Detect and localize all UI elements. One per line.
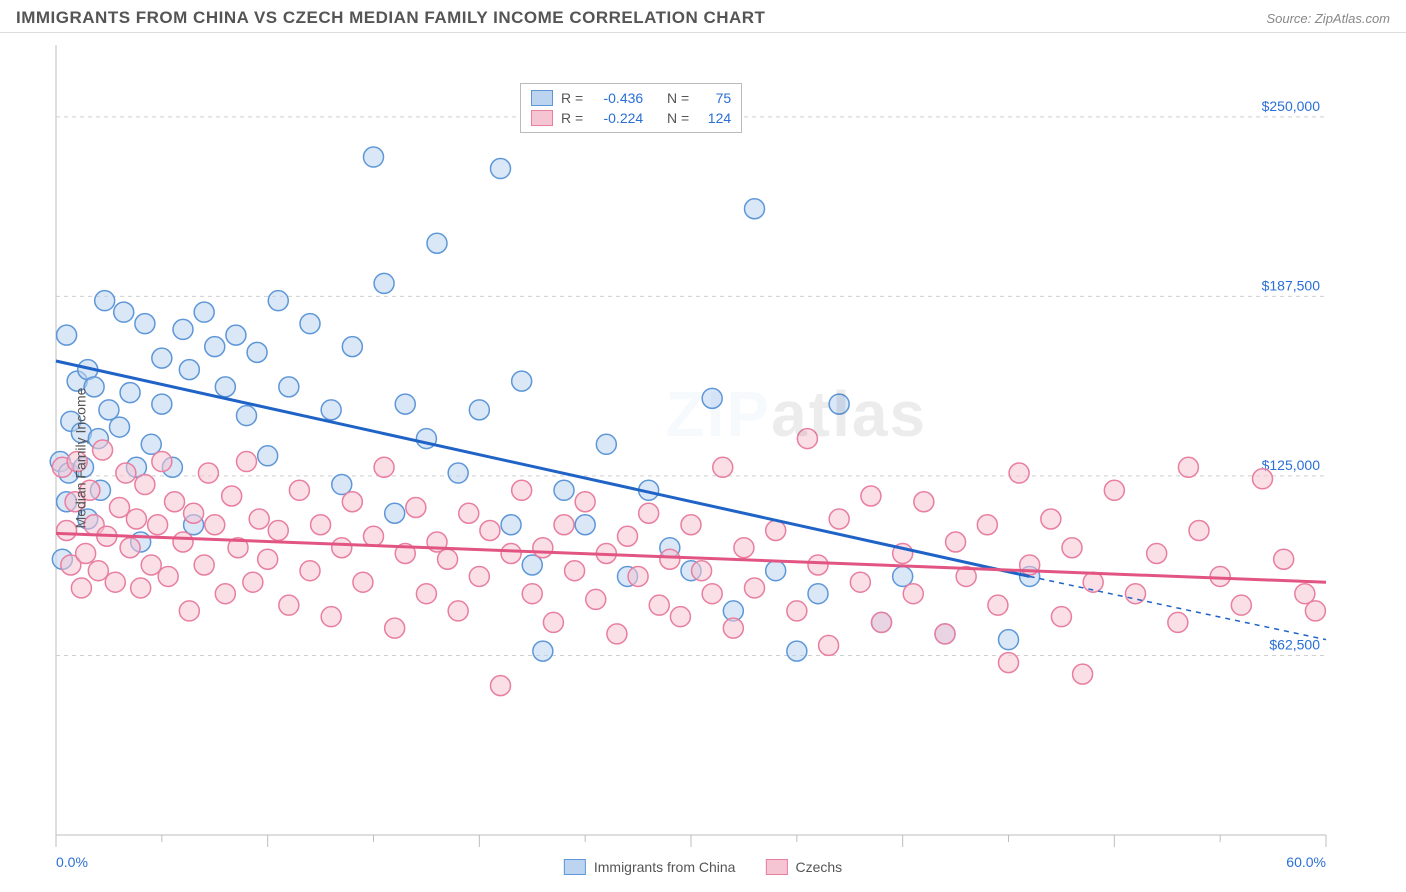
n-value: 124	[697, 110, 731, 126]
legend-label: Immigrants from China	[594, 859, 736, 875]
scatter-chart: $62,500 $125,000 $187,500 $250,000 0.0% 60.0%	[0, 33, 1406, 883]
series-legend-item: Immigrants from China	[564, 859, 736, 875]
legend-swatch	[531, 110, 553, 126]
chart-source: Source: ZipAtlas.com	[1266, 11, 1390, 26]
correlation-legend: R = -0.436 N = 75 R = -0.224 N = 124	[520, 83, 742, 133]
chart-area: Median Family Income $62,500 $125,000 $187…	[0, 33, 1406, 883]
n-label: N =	[667, 90, 689, 106]
r-label: R =	[561, 90, 583, 106]
r-label: R =	[561, 110, 583, 126]
svg-text:$187,500: $187,500	[1262, 277, 1321, 293]
chart-header: IMMIGRANTS FROM CHINA VS CZECH MEDIAN FA…	[0, 0, 1406, 33]
svg-text:$125,000: $125,000	[1262, 457, 1321, 473]
svg-text:0.0%: 0.0%	[56, 854, 88, 870]
series-legend: Immigrants from China Czechs	[564, 859, 842, 875]
n-label: N =	[667, 110, 689, 126]
r-value: -0.436	[591, 90, 643, 106]
r-value: -0.224	[591, 110, 643, 126]
svg-text:$250,000: $250,000	[1262, 98, 1321, 114]
legend-swatch	[564, 859, 586, 875]
chart-title: IMMIGRANTS FROM CHINA VS CZECH MEDIAN FA…	[16, 8, 765, 28]
n-value: 75	[697, 90, 731, 106]
series-legend-item: Czechs	[765, 859, 842, 875]
y-axis-title: Median Family Income	[72, 388, 88, 529]
legend-row: R = -0.436 N = 75	[531, 88, 731, 108]
svg-text:$62,500: $62,500	[1269, 636, 1320, 652]
legend-label: Czechs	[795, 859, 842, 875]
legend-swatch	[531, 90, 553, 106]
svg-text:60.0%: 60.0%	[1286, 854, 1326, 870]
legend-swatch	[765, 859, 787, 875]
legend-row: R = -0.224 N = 124	[531, 108, 731, 128]
